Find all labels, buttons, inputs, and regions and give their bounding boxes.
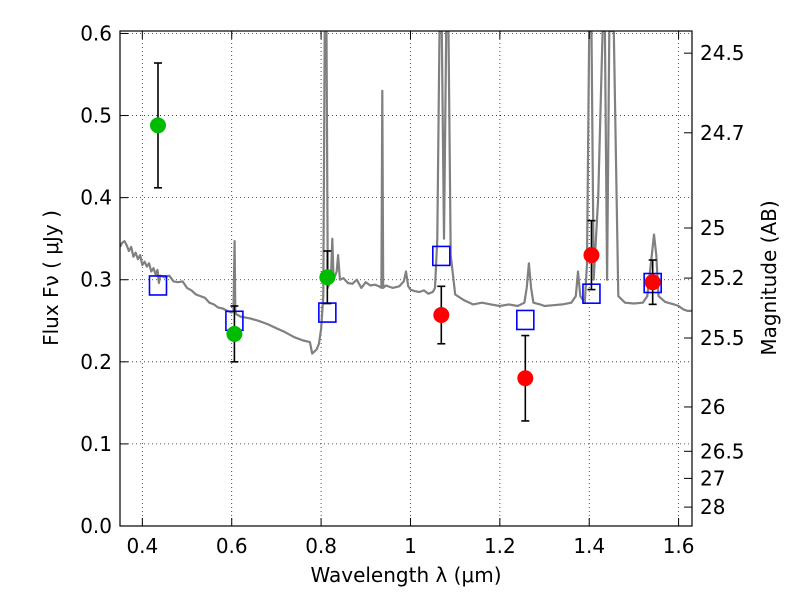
observed-flux-point bbox=[433, 307, 450, 324]
observed-flux-point bbox=[644, 274, 661, 291]
x-tick-label: 0.8 bbox=[305, 534, 337, 558]
model-flux-square bbox=[516, 309, 535, 331]
right-tick-label: 24.7 bbox=[700, 121, 745, 145]
y-tick-label: 0.6 bbox=[80, 21, 112, 45]
observed-flux-point bbox=[149, 117, 166, 134]
x-tick-label: 1.2 bbox=[484, 534, 516, 558]
model-flux-square bbox=[148, 275, 168, 296]
x-tick-label: 1 bbox=[404, 534, 417, 558]
right-axis-label: Magnitude (AB) bbox=[757, 200, 781, 355]
right-tick-label: 26 bbox=[700, 395, 725, 419]
axis-ticks: 0.4 0.6 0.8 1 1.2 1.4 1.6 0.0 0.1 0.2 0.3 0.4 0.5 0.6… bbox=[80, 21, 744, 558]
y-tick-label: 0.2 bbox=[80, 350, 112, 374]
x-tick-label: 0.4 bbox=[126, 534, 158, 558]
y-tick-label: 0.0 bbox=[80, 514, 112, 538]
x-tick-label: 0.6 bbox=[216, 534, 248, 558]
observed-flux-point bbox=[319, 269, 336, 286]
right-tick-label: 25.5 bbox=[700, 326, 745, 350]
y-tick-label: 0.4 bbox=[80, 186, 112, 210]
photometry-layer bbox=[148, 62, 662, 422]
right-tick-label: 25 bbox=[700, 216, 725, 240]
y-tick-label: 0.3 bbox=[80, 268, 112, 292]
x-tick-label: 1.4 bbox=[573, 534, 605, 558]
model-spectrum-layer bbox=[120, 31, 692, 355]
model-flux-square bbox=[432, 245, 451, 267]
right-tick-label: 27 bbox=[700, 466, 725, 490]
observed-flux-point bbox=[583, 247, 600, 264]
right-tick-label: 28 bbox=[700, 495, 725, 519]
right-tick-label: 25.2 bbox=[700, 266, 745, 290]
observed-flux-point bbox=[226, 325, 243, 342]
y-tick-label: 0.5 bbox=[80, 104, 112, 128]
right-tick-label: 24.5 bbox=[700, 41, 745, 65]
grid-lines bbox=[120, 31, 692, 526]
x-tick-label: 1.6 bbox=[663, 534, 695, 558]
spectrum-line bbox=[120, 31, 692, 355]
x-axis-label: Wavelength λ (μm) bbox=[310, 563, 501, 587]
observed-flux-point bbox=[517, 370, 534, 387]
right-tick-label: 26.5 bbox=[700, 439, 745, 463]
y-tick-label: 0.1 bbox=[80, 432, 112, 456]
y-axis-label: Flux Fν ( μJy ) bbox=[39, 210, 63, 346]
